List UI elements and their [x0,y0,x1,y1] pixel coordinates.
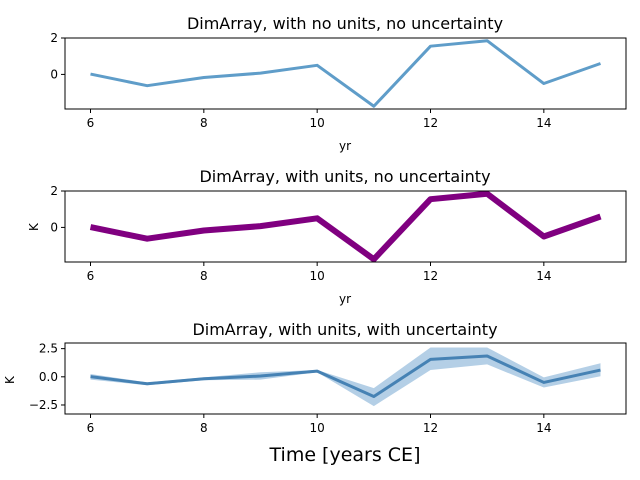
panel-3: DimArray, with units, with uncertainty 6… [3,320,627,466]
y-tick-label: 0 [50,67,58,81]
x-tick-label: 8 [200,116,208,130]
panel-2-xlabel: yr [339,292,351,306]
panel-3-title: DimArray, with units, with uncertainty [192,320,497,339]
panel-2: DimArray, with units, no uncertainty 6 8 1… [27,167,627,306]
axes-frame [64,37,627,110]
panel-1-title: DimArray, with no units, no uncertainty [187,14,503,33]
panel-1-plot: 6 8 10 12 14 0 2 [50,31,627,130]
panel-1-xlabel: yr [339,139,351,153]
series-line-1 [89,190,602,263]
x-tick-label: 14 [536,116,551,130]
y-tick-label: 2 [50,184,58,198]
panel-3-plot: 6 8 10 12 14 −2.5 0.0 2.5 [29,342,627,435]
axes-frame [64,342,627,415]
x-tick-label: 12 [423,269,438,283]
y-tick-label: 0 [50,220,58,234]
series-line-1 [90,354,601,399]
x-tick-label: 10 [310,116,325,130]
y-tick-label: 2.5 [39,342,58,356]
y-tick-label: −2.5 [29,398,58,412]
x-tick-label: 10 [310,421,325,435]
x-tick-label: 6 [87,116,95,130]
panel-1: DimArray, with no units, no uncertainty … [50,14,627,153]
y-tick-label: 2 [50,31,58,45]
y-tick-label: 0.0 [39,370,58,384]
panel-2-ylabel: K [27,222,41,231]
x-tick-label: 12 [423,116,438,130]
panel-3-xlabel: Time [years CE] [269,444,421,466]
panel-2-title: DimArray, with units, no uncertainty [199,167,490,186]
x-tick-label: 14 [536,269,551,283]
x-tick-label: 6 [87,421,95,435]
x-tick-label: 8 [200,421,208,435]
x-tick-label: 12 [423,421,438,435]
series-line-1 [90,39,601,108]
x-tick-label: 6 [87,269,95,283]
panel-3-ylabel: K [3,375,17,384]
uncertainty-band [90,347,601,407]
x-tick-label: 8 [200,269,208,283]
axes-frame [64,190,627,263]
x-tick-label: 10 [310,269,325,283]
x-tick-label: 14 [536,421,551,435]
panel-2-plot: 6 8 10 12 14 0 2 [50,184,627,283]
